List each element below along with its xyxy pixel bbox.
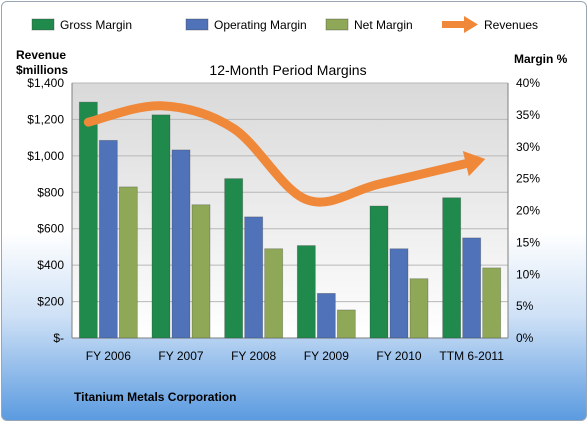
- bar-gross-margin: [442, 197, 462, 339]
- legend-swatch: [31, 18, 55, 31]
- bar-net-margin: [409, 278, 429, 339]
- left-tick-label: $1,200: [27, 112, 64, 126]
- bar-gross-margin: [151, 114, 171, 339]
- category-label: FY 2006: [86, 349, 131, 363]
- bar-operating-margin: [244, 216, 264, 339]
- right-axis-title: Margin %: [514, 52, 568, 66]
- legend-arrow-swatch: [464, 16, 478, 33]
- legend-swatch: [325, 18, 349, 31]
- category-label: TTM 6-2011: [439, 349, 504, 363]
- legend-swatch: [185, 18, 209, 31]
- right-tick-label: 5%: [516, 299, 534, 313]
- right-tick-label: 0%: [516, 331, 534, 345]
- left-tick-label: $200: [37, 295, 64, 309]
- bar-net-margin: [118, 186, 138, 339]
- left-tick-label: $600: [37, 222, 64, 236]
- right-tick-label: 35%: [516, 108, 540, 122]
- left-tick-label: $-: [53, 331, 64, 345]
- left-axis-title-line1: Revenue: [16, 48, 66, 62]
- left-tick-label: $400: [37, 258, 64, 272]
- category-label: FY 2007: [158, 349, 203, 363]
- bar-operating-margin: [462, 237, 482, 339]
- bar-net-margin: [264, 248, 284, 339]
- bar-operating-margin: [316, 292, 336, 339]
- left-tick-label: $1,000: [27, 149, 64, 163]
- right-tick-label: 10%: [516, 267, 540, 281]
- legend-label: Operating Margin: [214, 18, 307, 32]
- revenue-line: [83, 101, 477, 207]
- chart-title: 12-Month Period Margins: [209, 62, 366, 78]
- bar-gross-margin: [296, 245, 316, 339]
- bar-operating-margin: [98, 139, 118, 339]
- legend-label: Net Margin: [354, 18, 413, 32]
- bar-operating-margin: [389, 248, 409, 339]
- category-label: FY 2008: [231, 349, 276, 363]
- bar-gross-margin: [78, 101, 98, 339]
- bar-net-margin: [482, 267, 502, 339]
- category-label: FY 2009: [304, 349, 349, 363]
- left-axis-title-line2: $millions: [16, 63, 68, 77]
- bar-net-margin: [191, 204, 211, 339]
- right-tick-label: 15%: [516, 235, 540, 249]
- bar-gross-margin: [224, 178, 244, 339]
- right-tick-label: 30%: [516, 140, 540, 154]
- plot-area: [72, 83, 508, 338]
- company-name: Titanium Metals Corporation: [74, 390, 237, 404]
- left-tick-label: $800: [37, 185, 64, 199]
- legend-label: Revenues: [484, 18, 538, 32]
- category-label: FY 2010: [376, 349, 421, 363]
- bar-gross-margin: [369, 205, 389, 339]
- revenue-arrowhead: [462, 150, 486, 177]
- bar-operating-margin: [171, 149, 191, 339]
- right-tick-label: 40%: [516, 76, 540, 90]
- legend-label: Gross Margin: [60, 18, 132, 32]
- bar-net-margin: [336, 309, 356, 339]
- right-tick-label: 25%: [516, 172, 540, 186]
- left-tick-label: $1,400: [27, 76, 64, 90]
- right-tick-label: 20%: [516, 204, 540, 218]
